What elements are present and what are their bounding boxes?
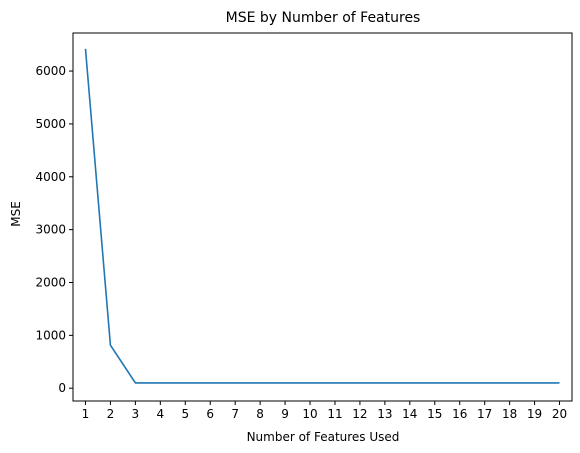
x-tick-label: 12 — [352, 407, 367, 421]
x-tick-label: 20 — [552, 407, 567, 421]
x-tick-label: 7 — [231, 407, 239, 421]
x-tick-label: 14 — [402, 407, 417, 421]
y-tick-label: 0 — [58, 381, 66, 395]
x-tick-label: 10 — [302, 407, 317, 421]
x-axis-ticks: 1 2 3 4 5 6 7 8 9 10 11 12 13 14 15 16 17 18 19 20 — [82, 401, 567, 421]
x-tick-label: 5 — [181, 407, 189, 421]
x-tick-label: 6 — [206, 407, 214, 421]
x-tick-label: 9 — [281, 407, 289, 421]
y-axis-ticks: 0 1000 2000 3000 4000 5000 6000 — [35, 64, 73, 395]
x-tick-label: 15 — [427, 407, 442, 421]
y-axis-label: MSE — [9, 201, 23, 227]
x-tick-label: 11 — [327, 407, 342, 421]
y-tick-label: 3000 — [35, 223, 66, 237]
x-tick-label: 3 — [132, 407, 140, 421]
x-tick-label: 19 — [527, 407, 542, 421]
y-tick-label: 1000 — [35, 328, 66, 342]
y-tick-label: 4000 — [35, 170, 66, 184]
y-tick-label: 5000 — [35, 117, 66, 131]
x-tick-label: 1 — [82, 407, 90, 421]
y-tick-label: 6000 — [35, 64, 66, 78]
y-tick-label: 2000 — [35, 275, 66, 289]
x-tick-label: 4 — [157, 407, 165, 421]
x-tick-label: 16 — [452, 407, 467, 421]
x-tick-label: 18 — [502, 407, 517, 421]
x-axis-label: Number of Features Used — [247, 430, 400, 444]
x-tick-label: 8 — [256, 407, 264, 421]
x-tick-label: 17 — [477, 407, 492, 421]
chart-title: MSE by Number of Features — [226, 10, 421, 26]
plot-frame — [72, 32, 573, 402]
plot-area — [72, 32, 573, 402]
series-line — [84, 48, 560, 384]
x-tick-label: 2 — [107, 407, 115, 421]
x-tick-label: 13 — [377, 407, 392, 421]
